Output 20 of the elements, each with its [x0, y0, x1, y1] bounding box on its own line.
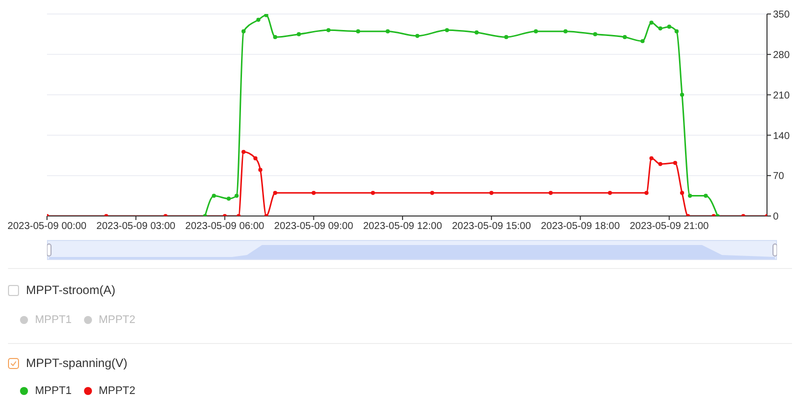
legend-label: MPPT1 — [35, 385, 72, 397]
x-tick-label: 2023-05-09 06:00 — [185, 221, 265, 232]
y-tick-label: 350 — [773, 10, 790, 21]
text: MPPT1 — [35, 314, 72, 326]
y-tick-label: 0 — [773, 212, 779, 223]
x-tick-label: 2023-05-09 03:00 — [96, 221, 176, 232]
text: MPPT-stroom(A) — [26, 283, 116, 297]
y-tick-label: 280 — [773, 50, 790, 61]
y-tick-label: 210 — [773, 90, 790, 102]
text: MPPT2 — [98, 314, 136, 326]
x-tick-label: 2023-05-09 18:00 — [540, 221, 620, 232]
y-tick-label: 140 — [773, 130, 790, 142]
x-tick-label: 2023-05-09 00:00 — [8, 221, 87, 232]
x-tick-label: 2023-05-09 12:00 — [363, 221, 442, 232]
legend-label: MPPT2 — [98, 385, 136, 397]
legend-title: MPPT-spanning(V) — [26, 356, 128, 370]
x-tick-label: 2023-05-09 09:00 — [274, 221, 354, 232]
y-tick-label: 70 — [773, 171, 785, 182]
x-tick-label: 2023-05-09 21:00 — [630, 221, 710, 232]
x-tick-label: 2023-05-09 15:00 — [452, 221, 532, 232]
